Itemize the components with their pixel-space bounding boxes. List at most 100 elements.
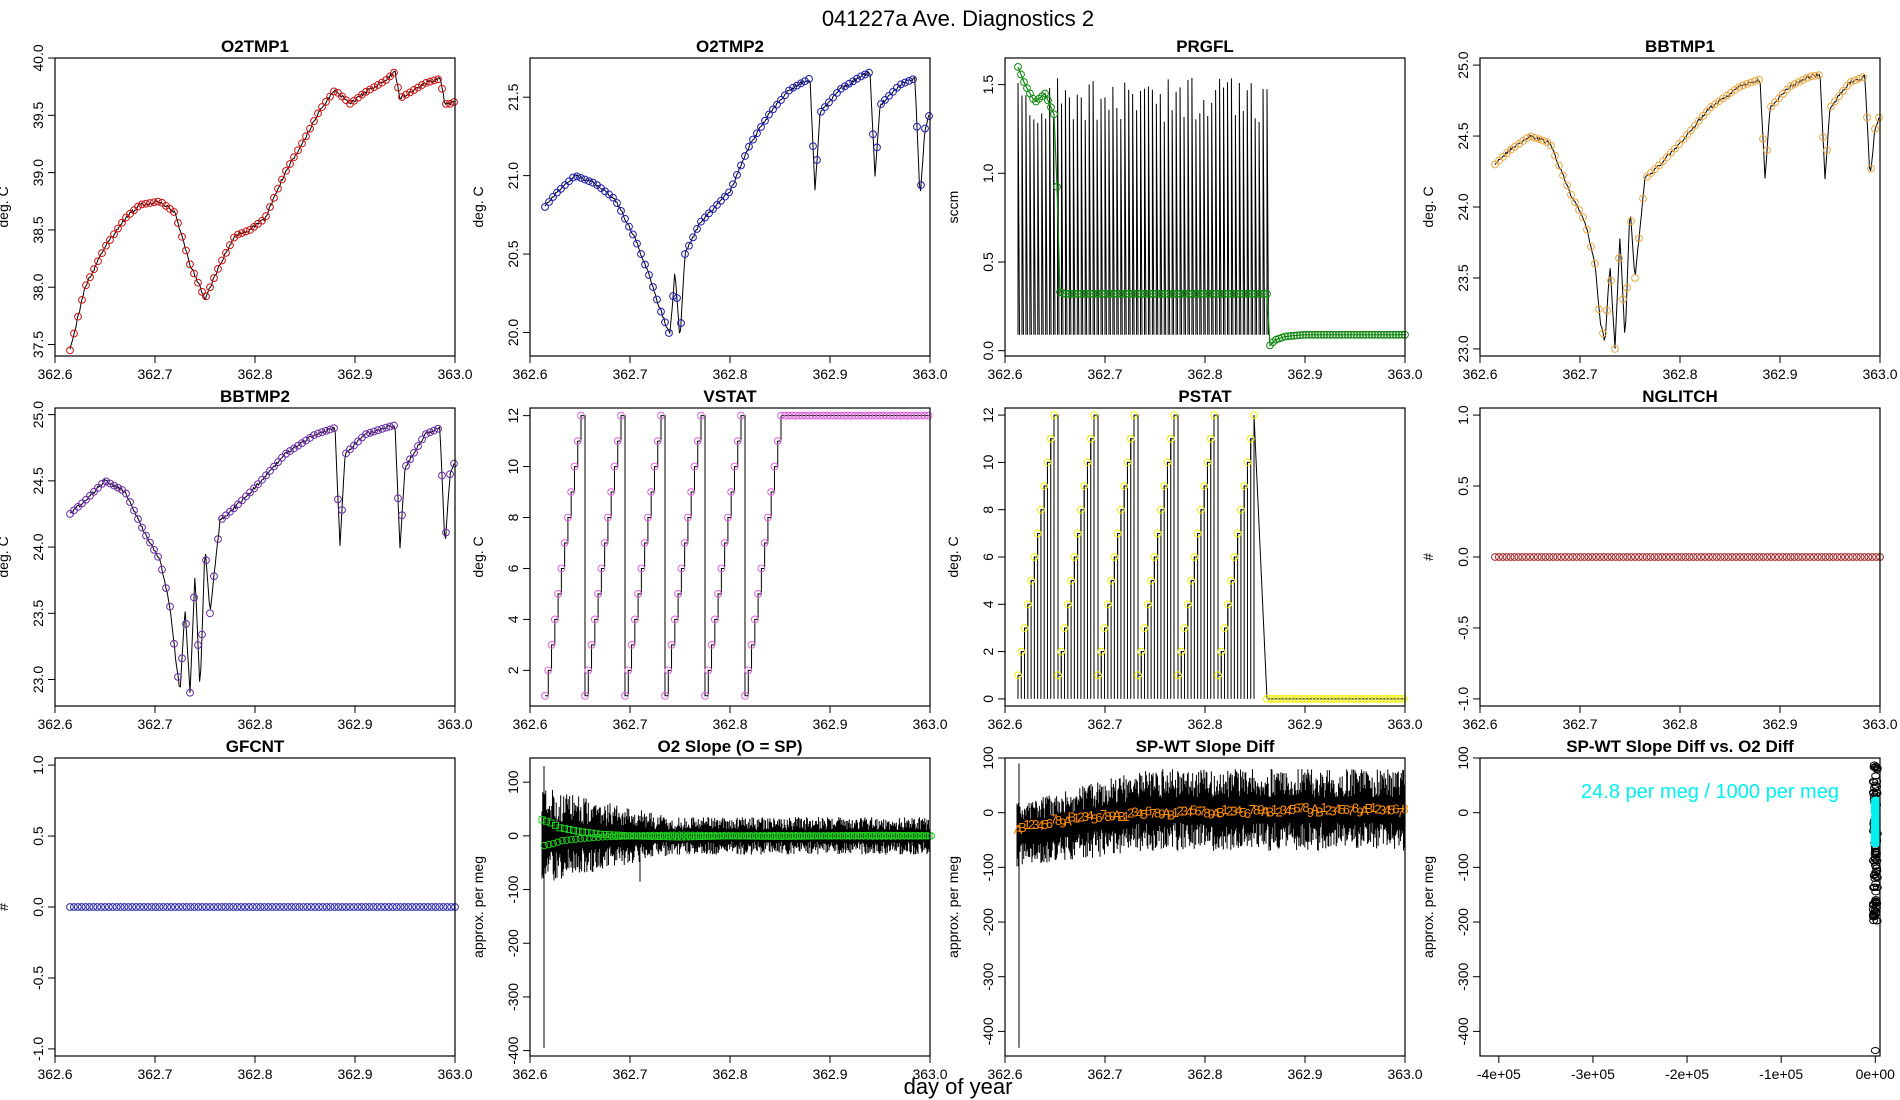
data-point-label: 3: [1181, 803, 1188, 818]
data-point: [318, 428, 326, 437]
data-point-label: 3: [1032, 817, 1039, 832]
data-point: [1825, 553, 1834, 561]
data-point: [600, 539, 609, 547]
data-point: [1567, 190, 1575, 199]
data-point-label: 8: [1154, 805, 1161, 820]
data-point: [1715, 97, 1723, 106]
data-point: [1747, 553, 1756, 561]
y-tick-label: 10: [980, 454, 996, 470]
data-point: [334, 903, 343, 911]
data-point-label: 5: [1091, 811, 1098, 826]
data-point: [1701, 553, 1709, 561]
y-tick-label: 24.0: [30, 533, 46, 560]
data-point: [825, 98, 833, 107]
data-point: [102, 477, 110, 486]
plot-frame: [54, 57, 456, 357]
data-point: [801, 77, 809, 86]
series-line: [1494, 72, 1880, 349]
data-point: [901, 78, 909, 87]
data-point: [346, 903, 354, 911]
data-point: [283, 903, 292, 911]
data-point: [81, 903, 90, 911]
data-point: [334, 495, 342, 504]
data-point: [266, 203, 274, 211]
y-tick-label: 4: [980, 600, 996, 608]
plot-area: [541, 68, 933, 337]
data-point: [1179, 290, 1187, 298]
data-point-label: 5: [1388, 802, 1395, 817]
data-point: [1197, 505, 1205, 514]
x-tick-label: 362.6: [1462, 716, 1497, 732]
data-point: [1293, 331, 1301, 340]
panel-title: VSTAT: [703, 387, 757, 406]
data-point: [733, 170, 741, 179]
panel-title: PSTAT: [1178, 387, 1232, 406]
data-point: [174, 672, 182, 681]
data-point-label: 5: [1289, 802, 1296, 817]
y-axis-label: #: [0, 903, 11, 911]
x-tick-label: 362.9: [812, 366, 847, 382]
data-point: [629, 230, 637, 239]
plot-frame: [54, 407, 456, 707]
data-point: [1827, 102, 1835, 111]
data-point: [1350, 330, 1358, 339]
data-point: [1206, 434, 1215, 443]
data-point: [1859, 73, 1867, 82]
data-point: [97, 903, 106, 911]
data-point: [242, 492, 250, 501]
data-point: [1057, 647, 1066, 656]
data-point: [233, 903, 242, 911]
x-tick-label: -2e+05: [1665, 1066, 1709, 1082]
data-point: [877, 100, 885, 108]
data-point: [561, 181, 569, 189]
data-point: [927, 832, 935, 840]
data-point: [1281, 332, 1289, 341]
plot-area: [66, 68, 458, 355]
data-point: [1215, 290, 1223, 298]
data-point: [307, 903, 316, 911]
data-point: [773, 100, 781, 109]
data-point: [1103, 600, 1112, 609]
data-point-label: A: [1063, 813, 1072, 828]
data-point: [210, 572, 218, 581]
data-point: [549, 839, 557, 848]
x-tick-label: 362.8: [1187, 716, 1222, 732]
data-point: [541, 691, 549, 700]
y-tick-label: 20.0: [505, 319, 521, 346]
data-point: [1230, 553, 1239, 561]
y-axis-label: deg. C: [470, 186, 486, 227]
data-point: [1691, 121, 1699, 130]
data-point: [248, 903, 257, 911]
x-tick-label: 362.6: [987, 716, 1022, 732]
data-point: [66, 346, 74, 355]
data-point: [198, 630, 206, 639]
data-point: [1155, 290, 1163, 298]
plot-area: AB123456789AB123456789AB123456789AB12345…: [1014, 763, 1409, 1048]
data-point: [1518, 553, 1527, 561]
data-point: [657, 307, 665, 316]
x-tick-label: -4e+05: [1477, 1066, 1521, 1082]
data-point: [1869, 909, 1879, 917]
data-point: [1872, 789, 1882, 797]
data-point: [1732, 553, 1741, 561]
data-point-label: 6: [1095, 810, 1102, 825]
data-point: [214, 264, 222, 273]
data-point: [741, 152, 749, 160]
y-tick-label: 0: [505, 832, 521, 840]
plot-area: [538, 766, 935, 1048]
data-point: [77, 903, 86, 911]
panel-prgfl: PRGFL sccm 362.6 362.7 362.8 362.9 363.0 0.0 0.5…: [945, 37, 1423, 382]
data-point: [685, 241, 693, 250]
data-point: [604, 513, 612, 522]
data-point: [1763, 146, 1771, 155]
data-point: [311, 903, 319, 911]
data-point: [1041, 89, 1049, 98]
y-tick-label: 25.0: [30, 401, 46, 428]
data-point: [282, 449, 290, 458]
data-point: [1305, 330, 1313, 339]
data-point: [1399, 695, 1408, 703]
data-point: [1703, 107, 1711, 116]
data-point: [414, 83, 422, 92]
data-point: [661, 691, 669, 700]
data-point: [1856, 553, 1865, 561]
